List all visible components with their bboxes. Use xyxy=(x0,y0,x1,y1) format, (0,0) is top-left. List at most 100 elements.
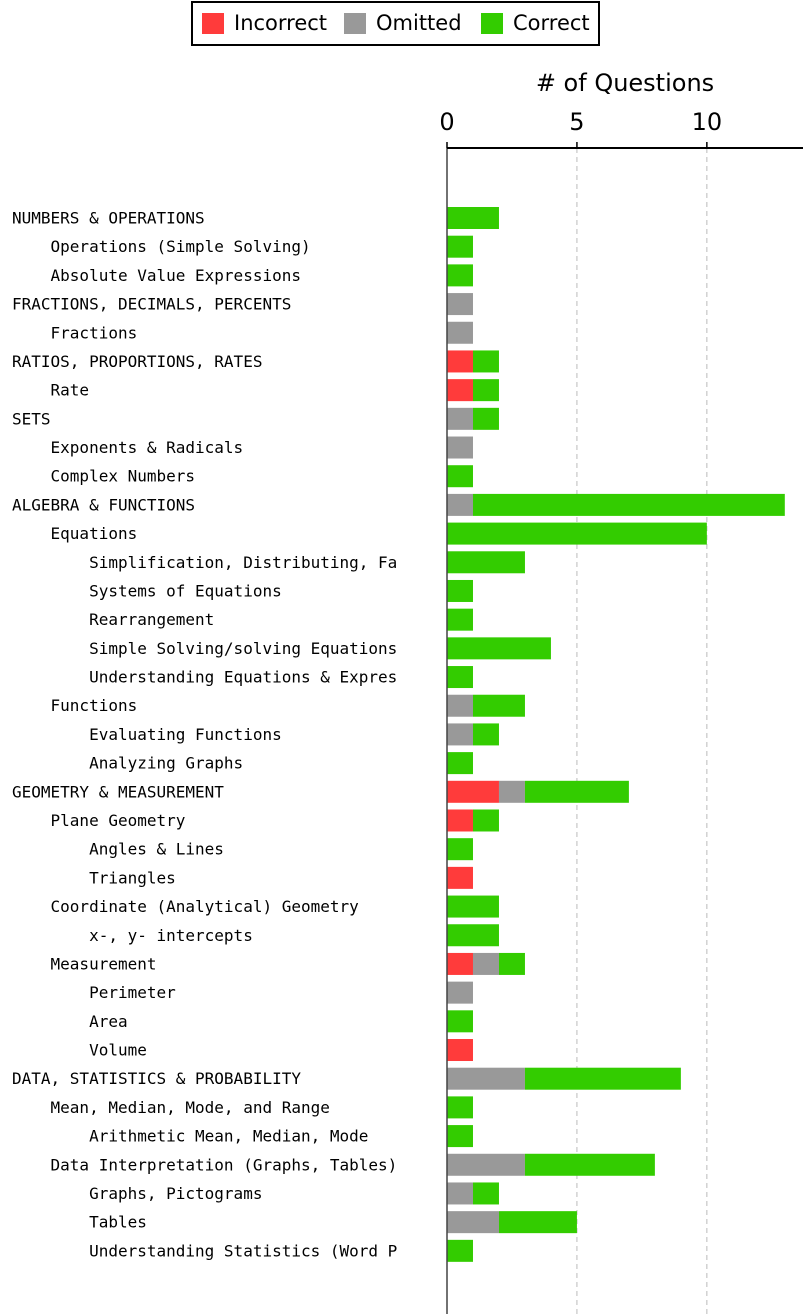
category-label: ALGEBRA & FUNCTIONS xyxy=(12,495,195,514)
category-label: Volume xyxy=(12,1041,147,1060)
category-label: Fractions xyxy=(12,323,137,342)
bar-segment xyxy=(524,1067,681,1090)
category-label: NUMBERS & OPERATIONS xyxy=(12,209,205,228)
bar-segment xyxy=(447,924,499,947)
bar-segment xyxy=(447,321,473,344)
category-label: x-, y- intercepts xyxy=(12,926,253,945)
legend-swatch xyxy=(344,13,366,34)
category-label: Graphs, Pictograms xyxy=(12,1184,262,1203)
bar-segment xyxy=(447,723,473,746)
category-label: Area xyxy=(12,1012,128,1031)
category-label: Coordinate (Analytical) Geometry xyxy=(12,897,359,916)
bar-segment xyxy=(447,666,473,689)
x-axis-title: # of Questions xyxy=(536,69,714,97)
category-label: Rearrangement xyxy=(12,610,214,629)
category-label: FRACTIONS, DECIMALS, PERCENTS xyxy=(12,295,291,314)
bar-segment xyxy=(472,407,499,430)
category-label: Tables xyxy=(12,1213,147,1232)
category-label: SETS xyxy=(12,409,51,428)
bar-segment xyxy=(447,866,473,889)
bar-segment xyxy=(447,1239,473,1262)
category-label: Complex Numbers xyxy=(12,467,195,486)
bar-segment xyxy=(447,838,473,861)
bar-segment xyxy=(524,1153,655,1176)
bar-segment xyxy=(447,465,473,488)
category-label: Arithmetic Mean, Median, Mode xyxy=(12,1127,368,1146)
bar-segment xyxy=(447,522,707,545)
category-label: Angles & Lines xyxy=(12,840,224,859)
bar-segment xyxy=(447,895,499,918)
bar-segment xyxy=(447,1039,473,1062)
category-label: Systems of Equations xyxy=(12,581,282,600)
category-label: Understanding Statistics (Word P xyxy=(12,1241,397,1260)
bar-segment xyxy=(447,1010,473,1033)
category-label: DATA, STATISTICS & PROBABILITY xyxy=(12,1069,301,1088)
category-label: RATIOS, PROPORTIONS, RATES xyxy=(12,352,262,371)
bar-segment xyxy=(447,379,473,402)
category-label: Functions xyxy=(12,696,137,715)
bar-segment xyxy=(447,264,473,287)
legend-box xyxy=(191,1,600,46)
legend-swatch xyxy=(202,13,224,34)
category-label: Operations (Simple Solving) xyxy=(12,237,311,256)
bar-segment xyxy=(472,1182,499,1205)
category-label: GEOMETRY & MEASUREMENT xyxy=(12,782,224,801)
bar-segment xyxy=(447,608,473,631)
bar-segment xyxy=(447,1067,525,1090)
category-label: Plane Geometry xyxy=(12,811,186,830)
category-label: Mean, Median, Mode, and Range xyxy=(12,1098,330,1117)
bar-segment xyxy=(447,350,473,373)
category-label: Exponents & Radicals xyxy=(12,438,243,457)
category-label: Perimeter xyxy=(12,983,176,1002)
bar-segment xyxy=(447,1125,473,1148)
category-label: Simple Solving/solving Equations xyxy=(12,639,397,658)
bar-segment xyxy=(524,780,629,803)
category-label: Analyzing Graphs xyxy=(12,754,243,773)
x-tick-label: 0 xyxy=(439,108,454,136)
bar-segment xyxy=(472,809,499,832)
bar-segment xyxy=(447,551,525,574)
category-label: Rate xyxy=(12,381,89,400)
bar-segment xyxy=(447,780,499,803)
bar-segment xyxy=(447,407,473,430)
bar-segment xyxy=(472,952,499,975)
category-label: Understanding Equations & Expres xyxy=(12,668,397,687)
bar-segment xyxy=(498,1211,577,1234)
bar-segment xyxy=(447,952,473,975)
bar-segment xyxy=(447,436,473,459)
category-label: Absolute Value Expressions xyxy=(12,266,301,285)
x-tick-label: 5 xyxy=(569,108,584,136)
bar-segment xyxy=(472,723,499,746)
bar-segment xyxy=(447,637,551,660)
legend-label: Correct xyxy=(513,11,590,35)
bar-segment xyxy=(472,379,499,402)
bar-segment xyxy=(447,981,473,1004)
bar-segment xyxy=(472,350,499,373)
bar-segment xyxy=(447,579,473,602)
bar-segment xyxy=(472,493,785,516)
category-label: Triangles xyxy=(12,868,176,887)
category-label: Measurement xyxy=(12,954,157,973)
bar-segment xyxy=(447,1182,473,1205)
x-tick-label: 10 xyxy=(692,108,723,136)
bar-segment xyxy=(498,952,525,975)
category-label: Data Interpretation (Graphs, Tables) xyxy=(12,1155,397,1174)
bar-segment xyxy=(447,1153,525,1176)
category-label: Evaluating Functions xyxy=(12,725,282,744)
bar-segment xyxy=(447,493,473,516)
category-label: Equations xyxy=(12,524,137,543)
bar-segment xyxy=(447,293,473,316)
legend-swatch xyxy=(481,13,503,34)
bar-segment xyxy=(447,235,473,258)
bar-segment xyxy=(447,1211,499,1234)
bar-segment xyxy=(498,780,525,803)
bar-segment xyxy=(447,694,473,717)
bar-segment xyxy=(447,752,473,775)
legend-label: Omitted xyxy=(376,11,462,35)
bar-segment xyxy=(447,809,473,832)
category-label: Simplification, Distributing, Fa xyxy=(12,553,397,572)
bar-segment xyxy=(447,1096,473,1119)
bar-segment xyxy=(472,694,525,717)
legend-label: Incorrect xyxy=(234,11,327,35)
